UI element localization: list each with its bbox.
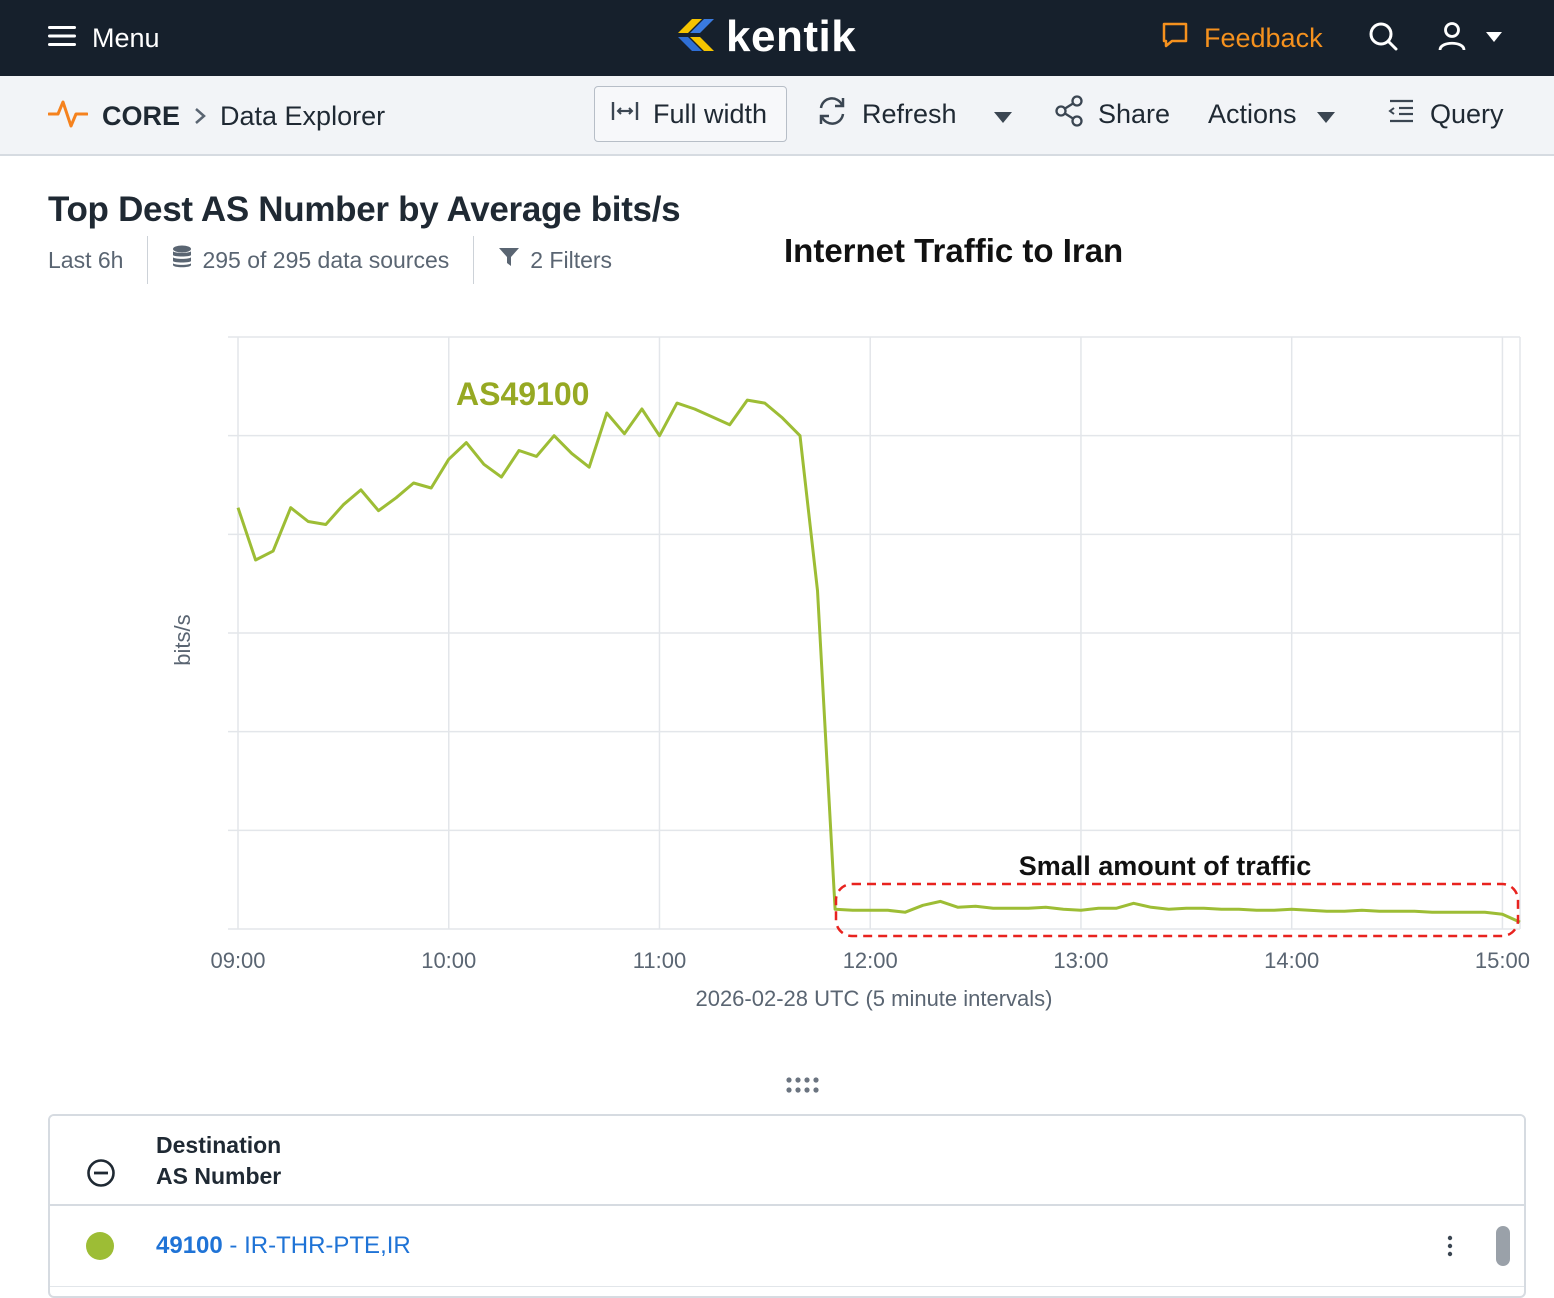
time-range-link[interactable]: Last 6h [48, 236, 147, 284]
column-header-line2: AS Number [156, 1163, 282, 1189]
share-button[interactable]: Share [1054, 86, 1170, 142]
series-color-swatch [86, 1232, 114, 1260]
line-chart: 09:00 10:00 11:00 12:00 13:00 14:00 15:00 bits… [170, 336, 1530, 1011]
data-sources-label: 295 of 295 data sources [202, 246, 450, 273]
callout-label: Small amount of traffic [1019, 851, 1312, 881]
feedback-button[interactable]: Feedback [1160, 18, 1323, 58]
share-label: Share [1098, 98, 1171, 129]
query-meta-bar: Last 6h 295 of 295 data sources 2 Filter… [48, 236, 636, 284]
x-axis-ticks: 09:00 10:00 11:00 12:00 13:00 14:00 15:00 [210, 948, 1530, 973]
chevron-down-icon [1486, 29, 1502, 47]
column-header-destination-as[interactable]: Destination AS Number [156, 1130, 281, 1192]
row-options-button[interactable] [1442, 1232, 1458, 1260]
chart-grid [228, 336, 1521, 930]
filters-label: 2 Filters [530, 246, 613, 273]
full-width-button[interactable]: Full width [594, 86, 787, 142]
chevron-right-icon [194, 101, 206, 132]
x-tick-label: 11:00 [633, 948, 686, 973]
refresh-button[interactable]: Refresh [816, 86, 957, 142]
share-icon [1054, 94, 1084, 134]
x-tick-label: 09:00 [210, 948, 265, 973]
hamburger-icon [48, 23, 76, 54]
menu-label: Menu [92, 22, 160, 53]
menu-button[interactable]: Menu [48, 18, 160, 58]
resize-drag-handle[interactable] [786, 1076, 824, 1096]
minus-circle-icon [86, 1159, 116, 1192]
series-annotation-label: AS49100 [456, 376, 589, 412]
feedback-label: Feedback [1204, 22, 1323, 53]
as-number-link[interactable]: 49100 - IR-THR-PTE,IR [156, 1232, 411, 1260]
actions-label: Actions [1208, 98, 1297, 129]
chevron-down-icon [1316, 99, 1335, 130]
data-sources-link[interactable]: 295 of 295 data sources [147, 236, 473, 284]
more-vertical-icon [1442, 1235, 1458, 1264]
page-title: Top Dest AS Number by Average bits/s [48, 190, 681, 229]
as-name: - IR-THR-PTE,IR [229, 1232, 411, 1259]
logo-text: kentik [726, 12, 857, 61]
x-tick-label: 14:00 [1264, 948, 1319, 973]
full-width-icon [611, 99, 639, 130]
series-line-as49100 [236, 398, 1521, 924]
database-icon [172, 245, 192, 275]
as-number: 49100 [156, 1232, 223, 1259]
search-icon [1367, 20, 1399, 57]
user-icon [1436, 20, 1468, 57]
search-button[interactable] [1366, 18, 1400, 58]
annotation-title: Internet Traffic to Iran [784, 232, 1124, 269]
query-list-icon [1386, 98, 1416, 131]
pulse-icon [47, 96, 89, 137]
refresh-label: Refresh [862, 98, 957, 129]
x-tick-label: 15:00 [1475, 948, 1530, 973]
x-tick-label: 12:00 [843, 948, 898, 973]
full-width-label: Full width [653, 98, 768, 129]
y-axis-label: bits/s [170, 614, 195, 665]
chevron-down-icon [994, 99, 1012, 130]
actions-dropdown[interactable]: Actions [1208, 86, 1335, 142]
x-axis-label: 2026-02-28 UTC (5 minute intervals) [695, 986, 1052, 1011]
x-tick-label: 13:00 [1053, 948, 1108, 973]
filters-link[interactable]: 2 Filters [473, 236, 636, 284]
time-range-label: Last 6h [48, 246, 124, 273]
chart-series [236, 398, 1521, 924]
top-nav-bar: Menu kentik Feedback [0, 0, 1554, 76]
kentik-mark-icon [676, 15, 720, 60]
feedback-icon [1160, 20, 1190, 57]
breadcrumb-core-link[interactable]: CORE [102, 100, 181, 131]
table-scrollbar[interactable] [1496, 1226, 1510, 1266]
breadcrumb-current-page: Data Explorer [220, 100, 386, 131]
collapse-all-button[interactable] [86, 1158, 116, 1188]
refresh-options-dropdown[interactable] [994, 86, 1016, 142]
sub-toolbar: CORE Data Explorer Full width Refresh Sh… [0, 76, 1554, 156]
breadcrumb: CORE Data Explorer [47, 94, 386, 138]
kentik-logo[interactable]: kentik [676, 10, 856, 64]
filter-icon [498, 246, 520, 274]
table-row[interactable]: 49100 - IR-THR-PTE,IR [50, 1206, 1524, 1287]
user-menu-button[interactable] [1436, 18, 1502, 58]
query-button[interactable]: Query [1386, 86, 1504, 142]
results-table: Destination AS Number 49100 - IR-THR-PTE… [48, 1114, 1526, 1298]
column-header-line1: Destination [156, 1132, 282, 1158]
table-header: Destination AS Number [50, 1116, 1524, 1206]
x-tick-label: 10:00 [421, 948, 476, 973]
query-label: Query [1430, 98, 1504, 129]
refresh-icon [816, 96, 848, 133]
